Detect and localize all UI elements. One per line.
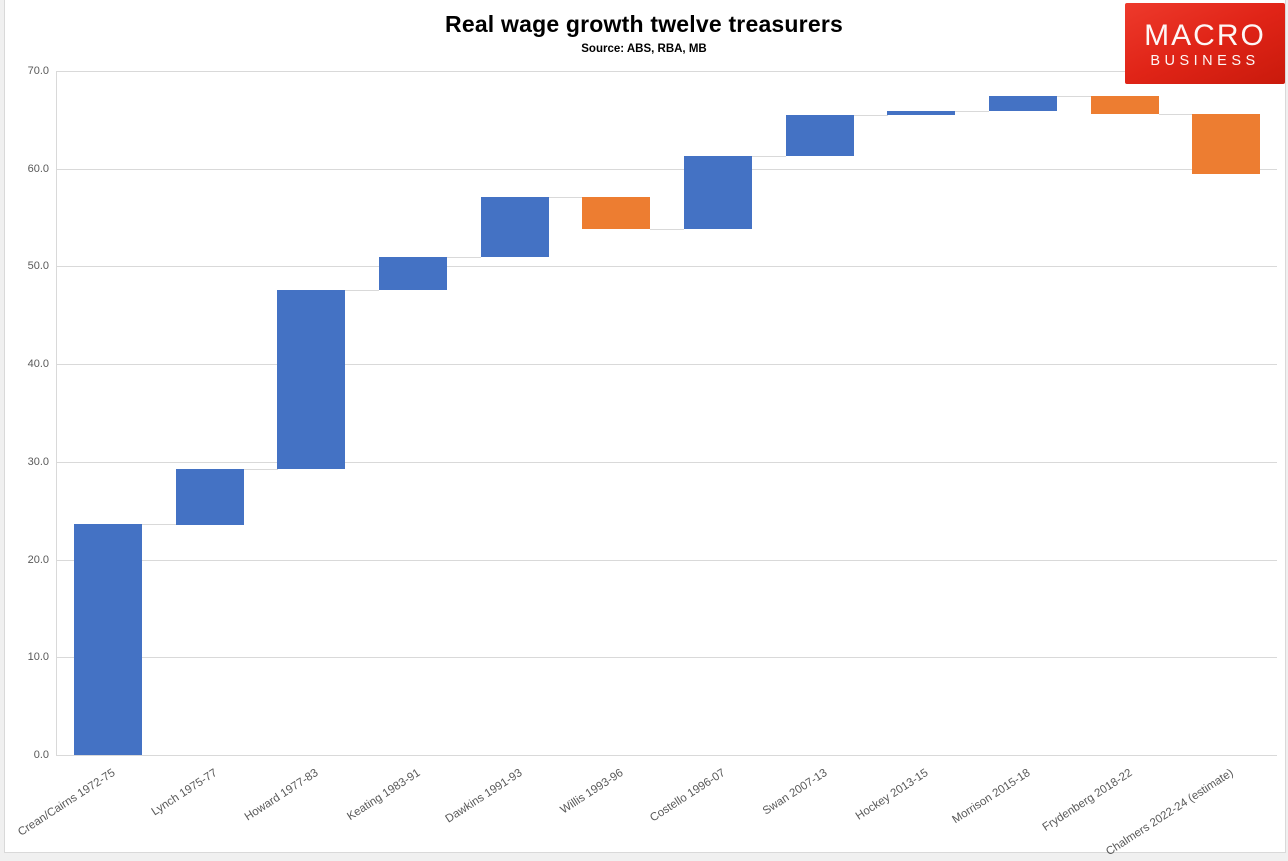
y-axis-tick-label: 40.0 bbox=[27, 358, 49, 370]
waterfall-bar bbox=[786, 115, 854, 156]
waterfall-connector-line bbox=[549, 197, 583, 198]
y-axis-tick-label: 50.0 bbox=[27, 260, 49, 272]
waterfall-bar bbox=[887, 111, 955, 115]
x-axis-tick-label: Dawkins 1991-93 bbox=[443, 767, 525, 826]
x-axis-tick-label: Howard 1977-83 bbox=[242, 767, 321, 824]
waterfall-bar bbox=[1192, 114, 1260, 174]
waterfall-bar bbox=[684, 156, 752, 229]
y-axis-line bbox=[56, 71, 57, 756]
waterfall-connector-line bbox=[345, 290, 379, 291]
y-axis-tick-label: 10.0 bbox=[27, 651, 49, 663]
x-axis-tick-label: Swan 2007-13 bbox=[760, 767, 830, 818]
y-gridline bbox=[57, 169, 1277, 170]
logo-macro-text: MACRO bbox=[1144, 18, 1266, 52]
logo-business-text: BUSINESS bbox=[1150, 52, 1260, 69]
waterfall-connector-line bbox=[854, 115, 888, 116]
waterfall-connector-line bbox=[1057, 96, 1091, 97]
x-axis-tick-label: Crean/Cairns 1972-75 bbox=[16, 767, 118, 839]
x-axis-tick-label: Costello 1996-07 bbox=[648, 767, 728, 825]
waterfall-connector-line bbox=[752, 156, 786, 157]
x-axis-tick-label: Frydenberg 2018-22 bbox=[1040, 767, 1135, 834]
waterfall-bar bbox=[74, 524, 142, 755]
y-gridline bbox=[57, 657, 1277, 658]
chart-canvas bbox=[4, 0, 1286, 853]
waterfall-bar bbox=[379, 257, 447, 290]
y-axis-tick-label: 70.0 bbox=[27, 65, 49, 77]
waterfall-connector-line bbox=[447, 257, 481, 258]
x-axis-tick-label: Lynch 1975-77 bbox=[149, 767, 220, 819]
x-axis-tick-label: Keating 1983-91 bbox=[345, 767, 423, 824]
x-axis-tick-label: Hockey 2013-15 bbox=[853, 767, 931, 823]
y-axis-tick-label: 20.0 bbox=[27, 554, 49, 566]
waterfall-connector-line bbox=[650, 229, 684, 230]
x-axis-tick-label: Morrison 2015-18 bbox=[950, 767, 1033, 827]
waterfall-bar bbox=[277, 290, 345, 469]
y-gridline bbox=[57, 462, 1277, 463]
waterfall-connector-line bbox=[244, 469, 278, 470]
macrobusiness-logo: MACRO BUSINESS bbox=[1125, 3, 1285, 84]
chart-title: Real wage growth twelve treasurers bbox=[445, 11, 843, 37]
x-axis-tick-label: Willis 1993-96 bbox=[558, 767, 626, 817]
waterfall-bar bbox=[582, 197, 650, 229]
y-axis-tick-label: 0.0 bbox=[33, 749, 49, 761]
waterfall-connector-line bbox=[142, 524, 176, 525]
waterfall-bar bbox=[1091, 96, 1159, 114]
waterfall-connector-line bbox=[955, 111, 989, 112]
waterfall-bar bbox=[481, 197, 549, 257]
y-gridline bbox=[57, 755, 1277, 756]
y-axis-tick-label: 30.0 bbox=[27, 456, 49, 468]
waterfall-bar bbox=[176, 469, 244, 525]
waterfall-connector-line bbox=[1159, 114, 1193, 115]
y-gridline bbox=[57, 364, 1277, 365]
y-gridline bbox=[57, 71, 1277, 72]
chart-subtitle: Source: ABS, RBA, MB bbox=[581, 43, 707, 55]
waterfall-bar bbox=[989, 96, 1057, 111]
y-gridline bbox=[57, 266, 1277, 267]
y-gridline bbox=[57, 560, 1277, 561]
y-axis-tick-label: 60.0 bbox=[27, 163, 49, 175]
